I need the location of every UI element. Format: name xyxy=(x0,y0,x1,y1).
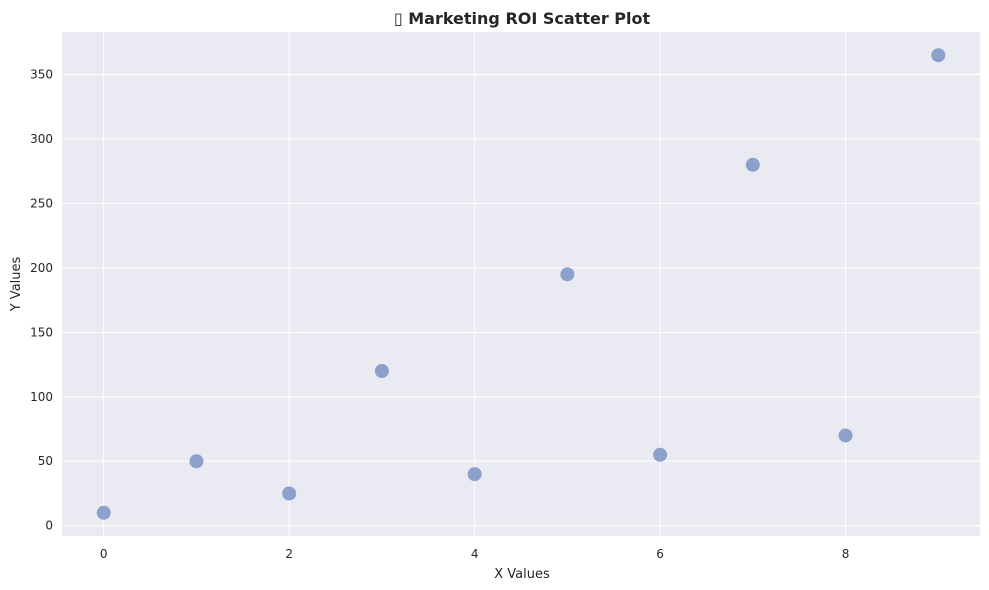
x-tick-label: 2 xyxy=(285,547,293,561)
y-tick-label: 50 xyxy=(38,454,53,468)
scatter-point xyxy=(96,505,111,520)
y-tick-label: 0 xyxy=(45,519,53,533)
scatter-point xyxy=(374,364,389,379)
x-tick-label: 4 xyxy=(471,547,479,561)
chart-title: ▯ Marketing ROI Scatter Plot xyxy=(394,9,651,28)
y-tick-label: 300 xyxy=(30,132,53,146)
y-tick-label: 150 xyxy=(30,325,53,339)
x-tick-label: 6 xyxy=(656,547,664,561)
grid-lines xyxy=(62,32,980,536)
x-axis-ticks: 0 2 4 6 8 xyxy=(100,547,849,561)
y-axis-ticks: 0 50 100 150 200 250 300 350 xyxy=(30,68,53,533)
y-tick-label: 350 xyxy=(30,68,53,82)
plot-area xyxy=(62,32,980,536)
scatter-point xyxy=(745,157,760,172)
y-tick-label: 250 xyxy=(30,196,53,210)
data-points xyxy=(96,48,946,520)
scatter-point xyxy=(838,428,853,443)
scatter-point xyxy=(653,447,668,462)
scatter-point xyxy=(931,48,946,63)
scatter-point xyxy=(467,467,482,482)
y-tick-label: 200 xyxy=(30,261,53,275)
y-tick-label: 100 xyxy=(30,390,53,404)
scatter-point xyxy=(282,486,297,501)
y-axis-label: Y Values xyxy=(9,257,24,313)
scatter-point xyxy=(560,267,575,282)
scatter-point xyxy=(189,454,204,469)
x-axis-label: X Values xyxy=(494,567,550,582)
x-tick-label: 8 xyxy=(842,547,850,561)
x-tick-label: 0 xyxy=(100,547,108,561)
